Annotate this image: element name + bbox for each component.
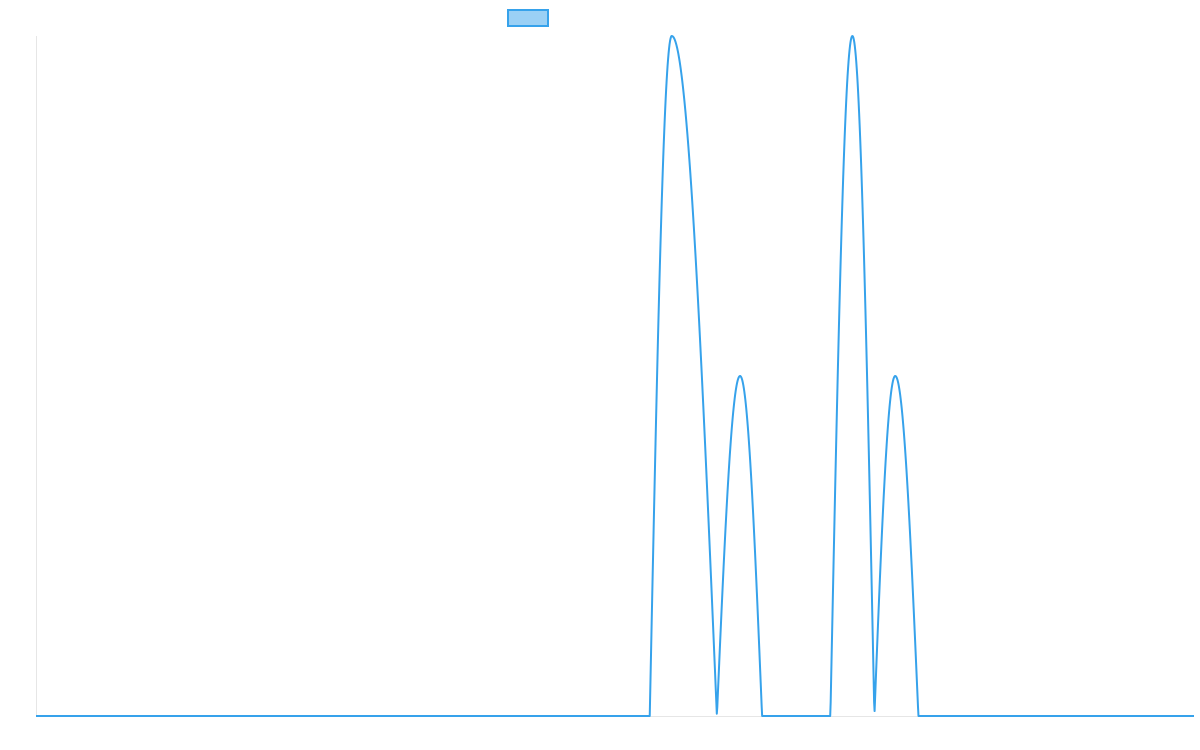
legend[interactable]	[507, 9, 549, 27]
series-line-0	[35, 35, 1195, 717]
legend-swatch[interactable]	[507, 9, 549, 27]
data-point-peak-0[interactable]	[669, 33, 675, 39]
data-point-peak-2[interactable]	[849, 33, 855, 39]
series-layer	[35, 33, 1195, 717]
data-point-peak-3[interactable]	[892, 373, 898, 379]
data-point-peak-1[interactable]	[737, 373, 743, 379]
